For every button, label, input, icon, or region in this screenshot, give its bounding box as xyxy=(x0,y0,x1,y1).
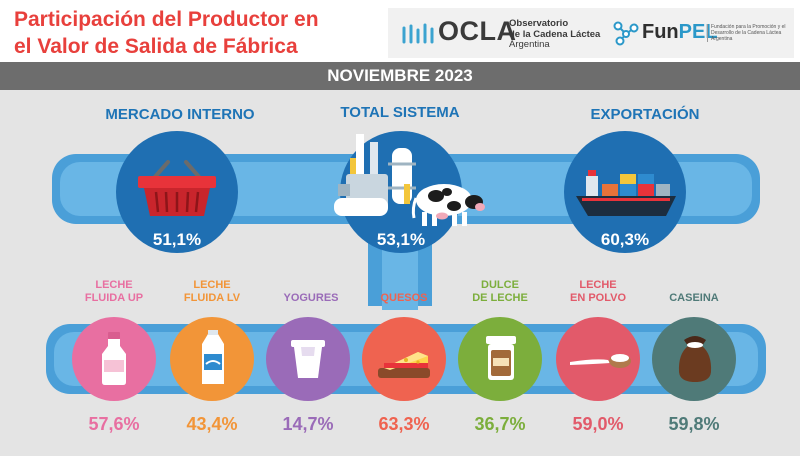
category-value-total-sistema: 53,1% xyxy=(376,230,426,249)
factory-cow-icon xyxy=(334,134,485,226)
product-label-leche-fluida-up: LECHE FLUIDA UP xyxy=(74,279,154,305)
period-banner: NOVIEMBRE 2023 xyxy=(0,62,800,90)
title-line-2: el Valor de Salida de Fábrica xyxy=(14,35,298,58)
ocla-subtitle: Observatorio de la Cadena Láctea Argenti… xyxy=(509,18,601,51)
funpel-logo-icon xyxy=(613,21,639,46)
dulce-jar-icon xyxy=(486,336,516,380)
product-label-dulce-de-leche: DULCE DE LECHE xyxy=(460,279,540,305)
product-value-caseina: 59,8% xyxy=(668,414,720,434)
title-line-1: Participación del Productor en xyxy=(14,8,319,31)
funpel-subtitle: Fundación para la Promoción y el Desarro… xyxy=(707,24,791,42)
powder-spoon-icon xyxy=(570,354,631,368)
product-label-line-1: YOGURES xyxy=(283,292,339,304)
product-label-line-1: LECHE xyxy=(95,279,133,291)
product-label-line-1: LECHE xyxy=(193,279,231,291)
ocla-sub-line-2: de la Cadena Láctea xyxy=(509,28,601,40)
milk-bottle-icon xyxy=(102,332,126,385)
product-label-yogures: YOGURES xyxy=(266,292,356,305)
infographic-body: NOVIEMBRE 2023 MERCADO INTERNO TOTAL SIS… xyxy=(0,62,800,456)
product-label-caseina: CASEINA xyxy=(654,292,734,305)
cargo-ship-icon xyxy=(576,170,676,216)
product-label-leche-en-polvo: LECHE EN POLVO xyxy=(558,279,638,305)
category-value-exportacion: 60,3% xyxy=(600,230,650,249)
product-label-line-1: DULCE xyxy=(481,279,519,291)
product-label-line-2: DE LECHE xyxy=(472,292,528,304)
product-label-line-1: QUESOS xyxy=(380,292,428,304)
category-title-exportacion: EXPORTACIÓN xyxy=(590,106,700,123)
cheese-icon xyxy=(378,352,430,378)
product-value-leche-fluida-lv: 43,4% xyxy=(186,414,238,434)
product-label-quesos: QUESOS xyxy=(364,292,444,305)
basket-icon xyxy=(138,160,216,216)
funpel-word-fun: Fun xyxy=(642,21,679,43)
ocla-sub-line-1: Observatorio xyxy=(509,18,569,29)
product-label-line-2: EN POLVO xyxy=(569,292,627,304)
product-label-leche-fluida-lv: LECHE FLUIDA LV xyxy=(172,279,252,305)
header: Participación del Productor en el Valor … xyxy=(0,0,800,62)
ocla-wordmark: OCLA xyxy=(438,16,517,46)
category-value-mercado-interno: 51,1% xyxy=(152,230,202,249)
product-label-line-1: CASEINA xyxy=(669,292,719,304)
product-value-yogures: 14,7% xyxy=(282,414,334,434)
page-title: Participación del Productor en el Valor … xyxy=(14,6,319,60)
ocla-sub-line-3: Argentina xyxy=(509,39,550,50)
category-title-total-sistema: TOTAL SISTEMA xyxy=(340,104,460,121)
milk-carton-icon xyxy=(202,330,224,384)
product-label-line-1: LECHE xyxy=(579,279,617,291)
ocla-logo-icon xyxy=(402,23,434,44)
logos-panel: OCLA Observatorio de la Cadena Láctea Ar… xyxy=(388,8,794,58)
product-value-dulce-de-leche: 36,7% xyxy=(474,414,526,434)
product-value-leche-en-polvo: 59,0% xyxy=(572,414,624,434)
category-title-mercado-interno: MERCADO INTERNO xyxy=(105,106,255,123)
product-label-line-2: FLUIDA LV xyxy=(183,292,241,304)
yogurt-cup-icon xyxy=(291,340,325,378)
product-value-quesos: 63,3% xyxy=(378,414,430,434)
product-value-leche-fluida-up: 57,6% xyxy=(88,414,140,434)
casein-sack-icon xyxy=(678,336,712,382)
product-label-line-2: FLUIDA UP xyxy=(84,292,144,304)
